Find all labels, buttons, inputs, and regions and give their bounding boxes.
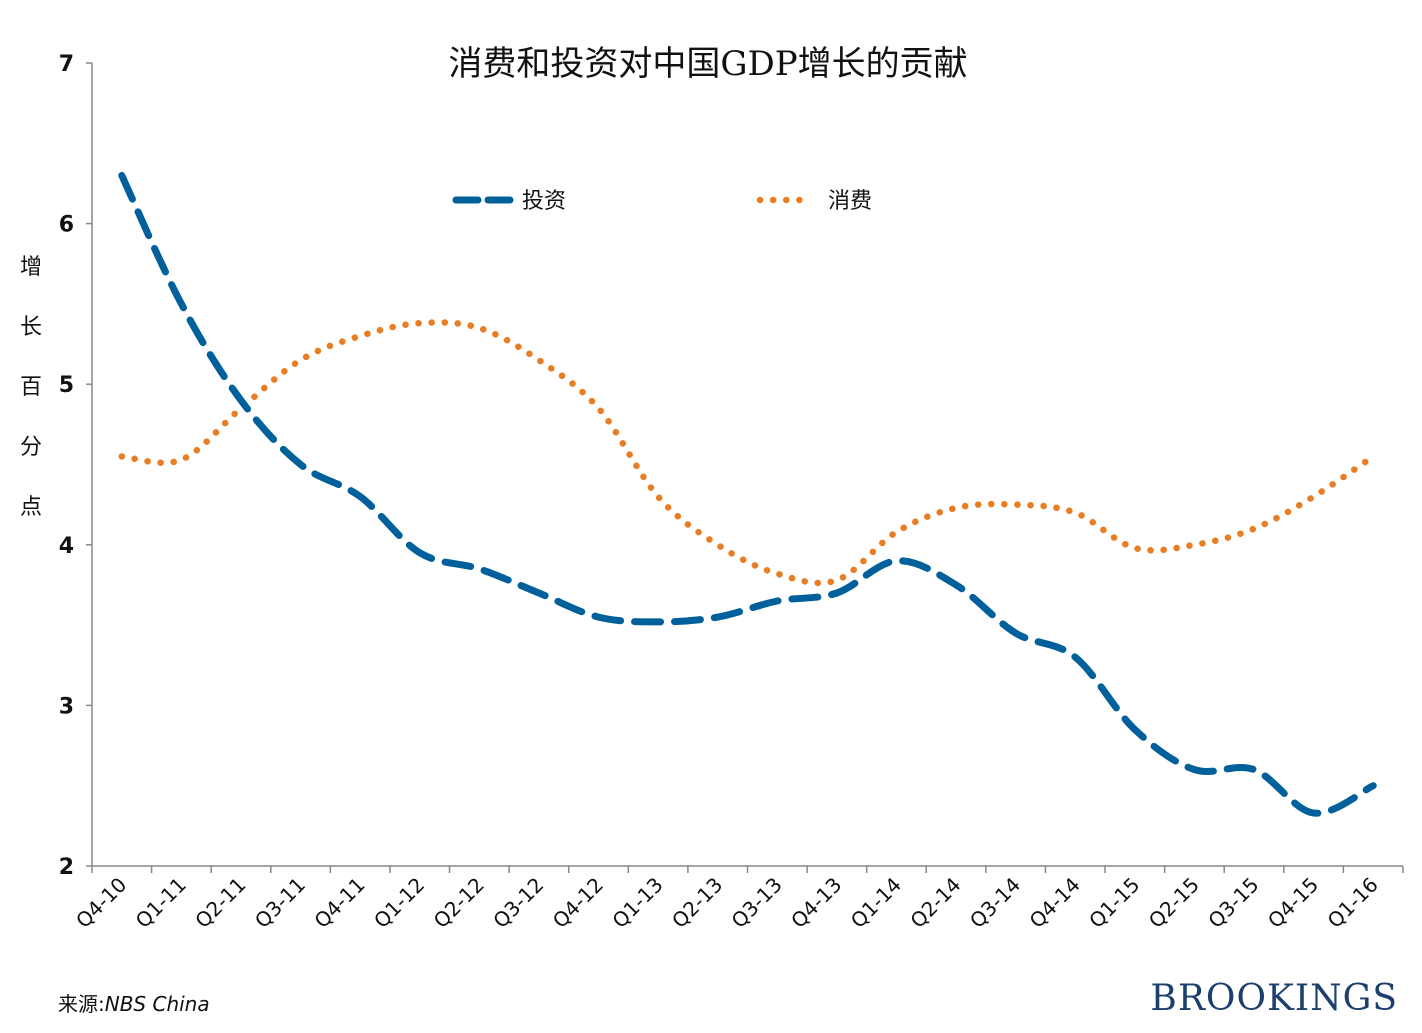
chart-title: 消费和投资对中国GDP增长的贡献 [448, 44, 967, 84]
source-note: 来源:NBS China [58, 988, 210, 1017]
y-tick-label: 2 [59, 855, 74, 880]
x-tick-label: Q2-13 [667, 873, 727, 933]
legend-label-investment: 投资 [522, 189, 566, 214]
x-tick-label: Q1-15 [1084, 873, 1144, 933]
y-axis-label: 增长百分点 [20, 255, 42, 520]
x-tick-label: Q4-14 [1025, 873, 1085, 933]
y-tick-label: 4 [59, 534, 74, 559]
x-tick-label: Q2-11 [190, 873, 250, 933]
x-tick-label: Q3-14 [965, 873, 1025, 933]
x-axis-ticks: Q4-10 Q1-11 Q2-11 Q3-11 Q4-11 Q1-12 Q2-12 Q3-12… [71, 866, 1404, 933]
x-tick-label: Q3-15 [1203, 873, 1263, 933]
x-tick-label: Q2-14 [905, 873, 965, 933]
x-tick-label: Q4-15 [1263, 873, 1323, 933]
x-tick-label: Q2-12 [429, 873, 489, 933]
x-tick-label: Q1-12 [369, 873, 429, 933]
series-lines [118, 171, 1377, 817]
series-line-consumption [118, 319, 1377, 587]
legend-label-consumption: 消费 [828, 189, 872, 214]
x-tick-label: Q3-12 [488, 873, 548, 933]
x-tick-label: Q4-10 [71, 873, 131, 933]
y-tick-label: 6 [59, 213, 74, 238]
legend: 投资 消费 [452, 189, 872, 214]
source-name: NBS China [104, 992, 210, 1016]
y-tick-label: 5 [59, 373, 74, 398]
x-tick-label: Q1-16 [1323, 873, 1383, 933]
y-axis-ticks: 2 3 4 5 6 7 [59, 52, 92, 880]
x-tick-label: Q2-15 [1144, 873, 1204, 933]
brookings-logo: BROOKINGS [1150, 978, 1398, 1019]
x-tick-label: Q3-13 [727, 873, 787, 933]
series-line-investment [118, 171, 1377, 817]
x-tick-label: Q4-12 [548, 873, 608, 933]
x-tick-label: Q1-13 [607, 873, 667, 933]
x-tick-label: Q4-13 [786, 873, 846, 933]
y-axis-title: 增长百分点 [20, 255, 42, 520]
y-tick-label: 3 [59, 694, 74, 719]
source-label: 来源: [58, 992, 105, 1016]
x-tick-label: Q1-14 [846, 873, 906, 933]
x-tick-label: Q3-11 [250, 873, 310, 933]
y-tick-label: 7 [59, 52, 74, 77]
x-tick-label: Q4-11 [309, 873, 369, 933]
x-tick-label: Q1-11 [131, 873, 191, 933]
